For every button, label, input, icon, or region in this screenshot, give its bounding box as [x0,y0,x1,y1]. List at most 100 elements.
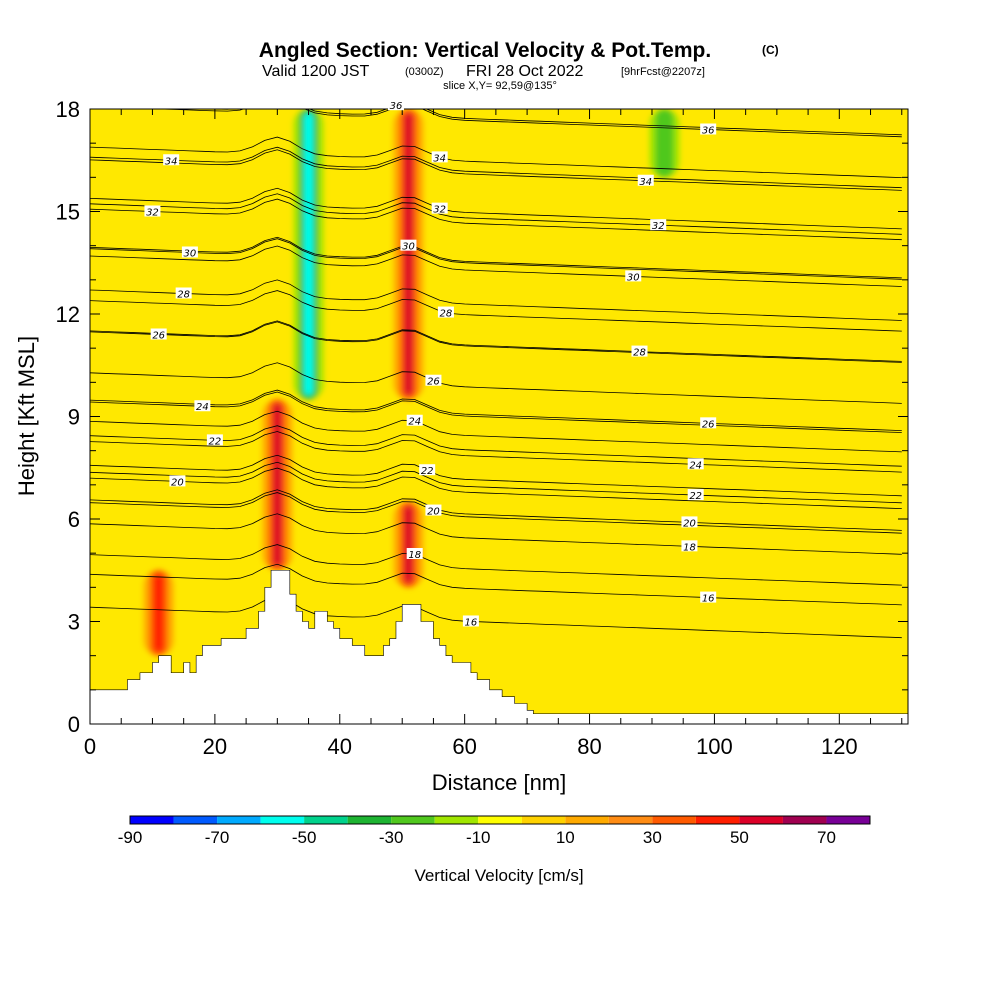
y-tick-label-6: 18 [56,97,80,122]
colorbar-tick-label-4: -10 [466,828,491,847]
colorbar [129,815,871,825]
contour-label-13: 26 [702,419,715,430]
colorbar-tick-label-3: -30 [379,828,404,847]
y-tick-label-0: 0 [68,712,80,737]
theta-contour-line-6 [90,467,902,509]
contour-label-box-27 [163,154,180,166]
colorbar-label: Vertical Velocity [cm/s] [414,866,583,885]
colorbar-swatch-15 [782,816,827,824]
theta-contour-line-12 [90,391,902,433]
contour-label-box-28 [700,123,717,135]
chart-title: Angled Section: Vertical Velocity & Pot.… [259,39,711,62]
x-tick-label-3: 60 [452,734,476,759]
contour-label-box-17 [437,306,454,318]
field-feature-core-4 [154,574,164,652]
contour-label-18: 28 [177,290,190,301]
theta-contour-line-28 [152,109,902,138]
subtitle-forecast: [9hrFcst@2207z] [621,66,705,78]
contour-label-26: 34 [433,153,446,164]
x-axis-label: Distance [nm] [432,770,567,795]
colorbar-swatch-7 [434,816,479,824]
y-tick-label-2: 6 [68,507,80,532]
contour-label-15: 26 [152,331,165,342]
contour-label-box-23 [431,202,448,214]
contour-label-box-16 [631,345,648,357]
contour-label-11: 24 [408,417,421,428]
contour-label-28: 36 [702,126,715,137]
contour-label-1: 16 [465,617,478,628]
contour-label-22: 32 [652,221,665,232]
subtitle-utc: (0300Z) [405,66,444,78]
subtitle-valid: Valid 1200 JST [262,63,370,80]
theta-contour-line-0 [90,563,902,606]
colorbar-swatch-8 [478,816,522,824]
contour-label-box-21 [181,246,198,258]
theta-contour-line-16 [90,320,902,362]
colorbar-tick-label-2: -50 [292,828,317,847]
contour-labels: 16 16 18 18 20 20 20 22 22 22 24 24 24 26 26 26 28 28 28 30… [144,99,717,628]
contour-label-24: 32 [146,208,159,219]
colorbar-tick-label-7: 50 [730,828,749,847]
contour-label-8: 22 [421,466,434,477]
x-tick-label-0: 0 [84,734,96,759]
theta-contour-line-13 [90,389,902,431]
x-tick-labels: 0 20 40 60 80 100 120 [84,734,858,759]
colorbar-swatch-4 [304,816,348,824]
x-tick-label-5: 100 [696,734,733,759]
y-tick-label-4: 12 [56,302,80,327]
contour-label-27: 34 [165,156,178,167]
colorbar-swatch-11 [608,816,653,824]
contour-label-box-14 [425,374,442,386]
theta-contour-line-15 [90,321,902,363]
contour-label-21: 30 [184,248,197,259]
theta-contour-line-10 [90,431,902,473]
contour-label-0: 16 [702,594,715,605]
theta-contour-line-4 [90,489,902,531]
theta-contour-line-1 [90,596,902,639]
colorbar-tick-labels: -90 -70 -50 -30 -10 10 30 50 70 [118,828,836,847]
colorbar-tick-label-6: 30 [643,828,662,847]
y-tick-label-5: 15 [56,200,80,225]
contour-label-box-9 [206,434,223,446]
contour-label-7: 22 [689,491,702,502]
colorbar-swatch-1 [173,816,218,824]
contour-label-box-11 [406,414,423,426]
x-tick-label-1: 20 [203,734,227,759]
theta-contour-line-27 [90,146,902,189]
theta-contour-line-2 [90,513,902,555]
field-feature-core-0 [272,403,282,567]
plot-field [90,109,908,724]
contour-label-box-6 [169,475,186,487]
terrain-profile [90,569,908,724]
x-tick-label-6: 120 [821,734,858,759]
contour-label-16: 28 [633,348,646,359]
contour-label-5: 20 [427,507,440,518]
title-mark: (C) [762,43,779,57]
y-tick-label-1: 3 [68,610,80,635]
contour-label-box-12 [194,400,211,412]
theta-contour-line-22 [90,193,902,235]
contour-label-box-20 [400,239,417,251]
contour-label-19: 30 [627,272,640,283]
contour-label-12: 24 [196,402,209,413]
theta-contour-line-9 [90,425,902,467]
contour-label-17: 28 [440,309,453,320]
x-tick-label-4: 80 [577,734,601,759]
colorbar-tick-label-1: -70 [205,828,230,847]
contour-label-box-5 [425,504,442,516]
contour-label-box-22 [650,219,667,231]
colorbar-swatch-2 [217,816,261,824]
theta-contour-line-5 [90,492,902,534]
contour-label-box-18 [175,287,192,299]
theta-contour-line-26 [90,136,902,178]
contour-label-box-24 [144,205,161,217]
colorbar-swatch-3 [260,816,305,824]
field-background [90,109,908,724]
theta-contour-line-17 [90,290,902,332]
colorbar-swatch-9 [521,816,566,824]
theta-contour-line-21 [90,238,902,280]
colorbar-frame [129,815,871,825]
colorbar-tick-label-5: 10 [556,828,575,847]
contour-label-9: 22 [209,436,222,447]
